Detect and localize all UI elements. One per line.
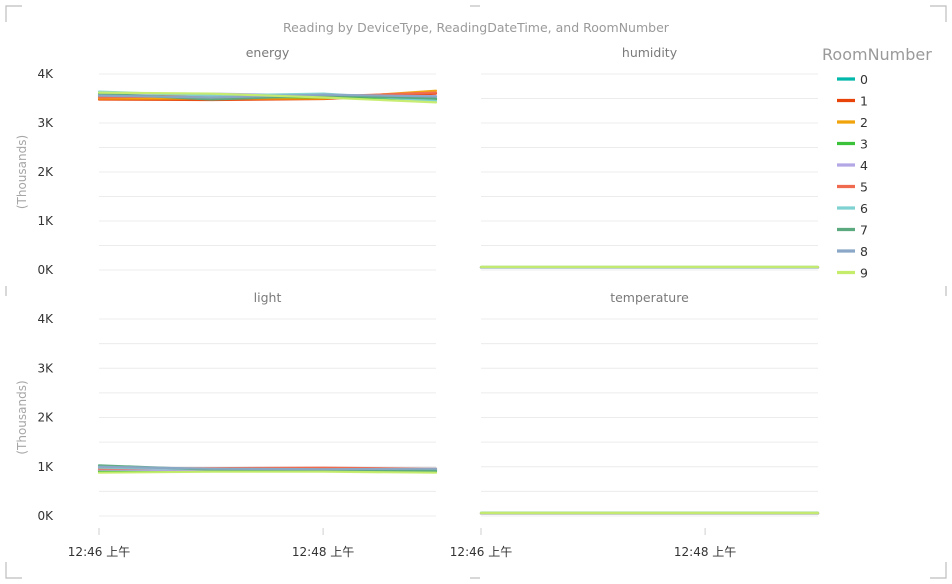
legend-label: 9 <box>860 266 868 281</box>
legend[interactable]: RoomNumber 0 1 2 3 4 5 6 7 8 9 <box>822 45 932 281</box>
chart-title: Reading by DeviceType, ReadingDateTime, … <box>283 20 670 35</box>
legend-item-3[interactable]: 3 <box>837 137 868 152</box>
panel-light: light 4K 3K 2K 1K 0K (Thousands) 12:46 上午 12:48 … <box>15 290 438 559</box>
y-tick-label: 3K <box>37 361 54 375</box>
y-tick-label: 1K <box>37 460 54 474</box>
panel-title: light <box>254 290 282 305</box>
y-tick-label: 3K <box>37 116 54 130</box>
x-tick-label: 12:46 上午 <box>450 545 512 559</box>
legend-label: 3 <box>860 137 868 152</box>
legend-item-4[interactable]: 4 <box>837 158 868 173</box>
y-axis-label: (Thousands) <box>15 135 29 209</box>
legend-label: 8 <box>860 244 868 259</box>
legend-item-9[interactable]: 9 <box>837 266 868 281</box>
legend-item-5[interactable]: 5 <box>837 180 868 195</box>
panel-humidity: humidity <box>479 45 820 271</box>
panel-energy: energy 4K 3K 2K 1K 0K (Thousands) <box>15 45 438 277</box>
legend-item-0[interactable]: 0 <box>837 72 868 87</box>
legend-label: 4 <box>860 158 868 173</box>
y-tick-label: 0K <box>37 263 54 277</box>
series-line-light-8[interactable] <box>97 465 438 471</box>
y-tick-label: 4K <box>37 312 54 326</box>
panels: energy 4K 3K 2K 1K 0K (Thousands) humidity light… <box>15 45 820 559</box>
x-tick-label: 12:48 上午 <box>292 545 354 559</box>
legend-item-1[interactable]: 1 <box>837 94 868 109</box>
legend-label: 5 <box>860 180 868 195</box>
legend-title: RoomNumber <box>822 45 932 64</box>
legend-item-2[interactable]: 2 <box>837 115 868 130</box>
y-tick-label: 2K <box>37 165 54 179</box>
legend-item-8[interactable]: 8 <box>837 244 868 259</box>
y-tick-label: 2K <box>37 411 54 425</box>
panel-title: humidity <box>622 45 678 60</box>
panel-temperature: temperature 12:46 上午 12:48 上午 <box>450 290 820 559</box>
legend-label: 0 <box>860 72 868 87</box>
y-tick-label: 1K <box>37 214 54 228</box>
series-line-light-9[interactable] <box>97 470 438 474</box>
series-line-energy-9[interactable] <box>97 91 438 104</box>
legend-label: 1 <box>860 94 868 109</box>
panel-title: temperature <box>610 290 689 305</box>
y-tick-label: 0K <box>37 509 54 523</box>
legend-label: 7 <box>860 223 868 238</box>
y-tick-label: 4K <box>37 67 54 81</box>
x-tick-label: 12:46 上午 <box>68 545 130 559</box>
x-tick-label: 12:48 上午 <box>674 545 736 559</box>
visual-frame <box>5 5 947 579</box>
panel-title: energy <box>246 45 290 60</box>
legend-item-7[interactable]: 7 <box>837 223 868 238</box>
legend-label: 2 <box>860 115 868 130</box>
legend-label: 6 <box>860 201 868 216</box>
y-axis-label: (Thousands) <box>15 380 29 454</box>
legend-item-6[interactable]: 6 <box>837 201 868 216</box>
